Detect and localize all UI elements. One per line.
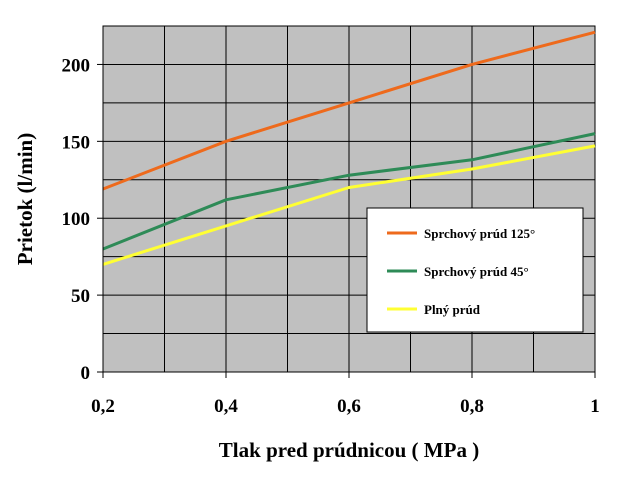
y-tick-label: 200 <box>62 55 91 76</box>
series-line-3 <box>102 144 596 266</box>
legend: Sprchový prúd 125° Sprchový prúd 45° Plný … <box>366 207 584 333</box>
series-lines <box>102 30 596 266</box>
y-tick-label: 0 <box>81 363 91 384</box>
y-tick-label: 150 <box>62 132 91 153</box>
legend-label: Sprchový prúd 125° <box>424 226 535 241</box>
legend-label: Plný prúd <box>424 302 481 317</box>
legend-items: Sprchový prúd 125° Sprchový prúd 45° Plný … <box>387 226 535 317</box>
x-axis-title: Tlak pred prúdnicou ( MPa ) <box>219 438 479 462</box>
y-tick-label: 100 <box>62 209 91 230</box>
x-tick-label: 0,2 <box>91 396 115 417</box>
x-tick-label: 0,6 <box>337 396 361 417</box>
y-axis-title: Prietok (l/min) <box>13 133 37 265</box>
series-line-1 <box>102 30 596 191</box>
x-tick-label: 1 <box>590 396 600 417</box>
legend-label: Sprchový prúd 45° <box>424 264 529 279</box>
x-tick-label: 0,4 <box>214 396 238 417</box>
y-tick-label: 50 <box>71 286 90 307</box>
x-tick-label: 0,8 <box>460 396 484 417</box>
x-tick-labels: 0,2 0,4 0,6 0,8 1 <box>91 372 600 417</box>
y-tick-labels: 0 50 100 150 200 <box>62 55 103 384</box>
legend-box <box>366 207 584 333</box>
series-line-2 <box>102 132 596 251</box>
